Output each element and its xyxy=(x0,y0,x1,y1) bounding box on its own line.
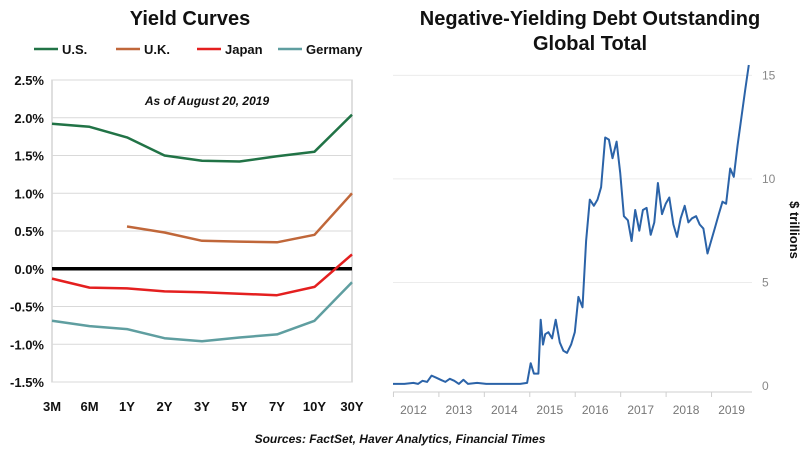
y-tick-label: -1.5% xyxy=(10,375,44,390)
x-tick-label: 2015 xyxy=(536,403,563,417)
x-tick-label: 3Y xyxy=(194,399,210,414)
x-tick-label: 6M xyxy=(80,399,98,414)
x-tick-label: 30Y xyxy=(340,399,363,414)
x-tick-label: 2Y xyxy=(157,399,173,414)
negative-debt-title-line-1: Negative-Yielding Debt Outstanding xyxy=(419,8,761,30)
y-tick-label: -0.5% xyxy=(10,300,44,315)
y-tick-label: 1.5% xyxy=(14,149,44,164)
y-tick-label: 0.0% xyxy=(14,262,44,277)
y-tick-label: -1.0% xyxy=(10,337,44,352)
y-tick-label: 0 xyxy=(762,379,769,393)
legend-label: U.K. xyxy=(144,42,170,57)
x-tick-label: 10Y xyxy=(303,399,326,414)
negative-debt-title-line-2: Global Total xyxy=(532,33,648,55)
debt-series-line xyxy=(393,64,750,385)
negative-debt-title: Negative-Yielding Debt Outstanding Globa… xyxy=(400,7,780,57)
x-tick-label: 2017 xyxy=(627,403,654,417)
y-tick-label: 1.0% xyxy=(14,186,44,201)
x-tick-label: 3M xyxy=(43,399,61,414)
y-tick-label: 2.0% xyxy=(14,111,44,126)
y-tick-label: 0.5% xyxy=(14,224,44,239)
sources-footnote: Sources: FactSet, Haver Analytics, Finan… xyxy=(254,432,546,446)
legend-label: Japan xyxy=(225,42,263,57)
x-tick-label: 2012 xyxy=(400,403,427,417)
x-tick-label: 1Y xyxy=(119,399,135,414)
yield-curves-title: Yield Curves xyxy=(129,8,251,30)
x-tick-label: 2016 xyxy=(582,403,609,417)
x-tick-label: 2019 xyxy=(718,403,745,417)
x-tick-label: 2013 xyxy=(446,403,473,417)
series-line xyxy=(51,113,353,163)
y-tick-label: 15 xyxy=(762,68,776,82)
y-tick-label: 5 xyxy=(762,275,769,289)
legend-label: Germany xyxy=(306,42,363,57)
legend-label: U.S. xyxy=(62,42,87,57)
y-tick-label: 10 xyxy=(762,172,776,186)
x-tick-label: 5Y xyxy=(232,399,248,414)
x-tick-label: 2014 xyxy=(491,403,518,417)
y-tick-label: 2.5% xyxy=(14,73,44,88)
x-tick-label: 2018 xyxy=(673,403,700,417)
series-line xyxy=(51,253,353,297)
date-annotation: As of August 20, 2019 xyxy=(144,94,270,108)
x-tick-label: 7Y xyxy=(269,399,285,414)
y-axis-label: $ trillions xyxy=(787,201,800,259)
series-line xyxy=(126,192,353,244)
series-line xyxy=(51,281,353,343)
